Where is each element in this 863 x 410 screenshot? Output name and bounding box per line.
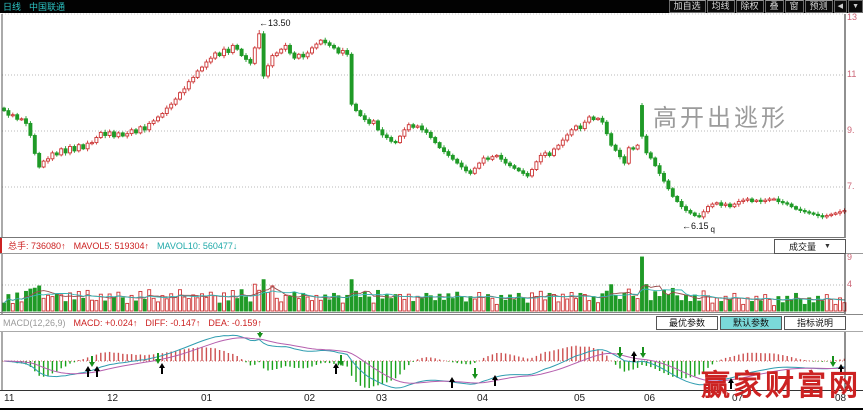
forecast-button[interactable]: 预测 [804, 0, 833, 13]
add-watchlist-button[interactable]: 加自选 [668, 0, 706, 13]
high-price-label: ←13.50 [259, 18, 291, 28]
volume-axis-label: 4 [847, 279, 853, 289]
macd-value: MACD: +0.024↑ [73, 318, 138, 328]
default-params-button[interactable]: 默认参数 [719, 316, 782, 330]
ex-rights-button[interactable]: 除权 [735, 0, 764, 13]
total-hands-value: 总手: 736080↑ [8, 241, 66, 251]
price-axis-label: 7. [847, 181, 855, 191]
volume-header: 总手: 736080↑ MAVOL5: 519304↑ MAVOL10: 560… [0, 238, 863, 254]
price-axis-label: 9. [847, 125, 855, 135]
x-axis: 11 12 01 02 03 04 05 06 07 08 [0, 391, 863, 406]
axis-month-label: 08 [835, 393, 847, 404]
axis-month-label: 11 [4, 393, 15, 404]
indicator-help-button[interactable]: 指标说明 [783, 316, 846, 330]
title-bar: 日线 中国联通 加自选 均线 除权 叠 窗 预测 ◀ ▼ [0, 0, 863, 13]
price-axis-label: 13 [847, 12, 858, 22]
moving-average-button[interactable]: 均线 [706, 0, 735, 13]
axis-month-label: 05 [574, 393, 586, 404]
pattern-annotation: 高开出逃形 [653, 104, 788, 132]
axis-month-label: 01 [201, 393, 213, 404]
macd-param-label: MACD(12,26,9) [3, 318, 66, 328]
pane-accent-bar [0, 238, 2, 253]
price-axis-label: 11 [847, 69, 857, 79]
axis-month-label: 04 [477, 393, 489, 404]
indicator-selector[interactable]: 成交量 ▼ [774, 239, 846, 254]
volume-axis-label: 9 [847, 252, 853, 262]
axis-month-label: 12 [107, 393, 119, 404]
diff-value: DIFF: -0.147↑ [145, 318, 201, 328]
period-label: 日线 [3, 2, 22, 12]
window-button[interactable]: 窗 [784, 0, 804, 13]
stock-name-label: 中国联通 [29, 2, 66, 12]
axis-month-label: 06 [644, 393, 656, 404]
site-watermark: 赢家财富网 [701, 368, 862, 402]
chevron-down-icon: ▼ [824, 243, 831, 250]
optimal-params-button[interactable]: 最优参数 [655, 316, 718, 330]
low-marker: q [710, 225, 715, 234]
low-price-label: ←6.15 q [682, 221, 715, 234]
dea-value: DEA: -0.159↑ [208, 318, 262, 328]
axis-month-label: 02 [304, 393, 316, 404]
mavol5-value: MAVOL5: 519304↑ [73, 240, 149, 251]
overlay-button[interactable]: 叠 [764, 0, 784, 13]
dropdown-icon[interactable]: ▼ [848, 0, 863, 13]
axis-month-label: 03 [376, 393, 388, 404]
axis-month-label: 07 [732, 393, 744, 404]
mavol10-value: MAVOL10: 560477↓ [157, 240, 238, 251]
macd-header: MACD(12,26,9) MACD: +0.024↑ DIFF: -0.147… [0, 314, 863, 332]
skip-left-icon[interactable]: ◀ [833, 0, 848, 13]
